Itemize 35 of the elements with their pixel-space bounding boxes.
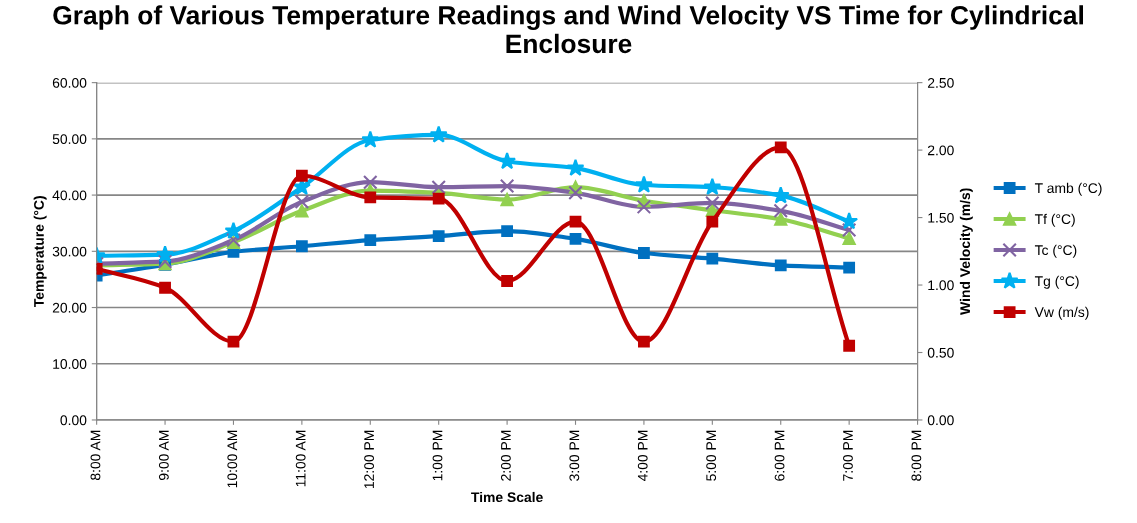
y2-tick-label: 0.00	[927, 415, 954, 426]
y-tick-label: 20.00	[52, 302, 87, 313]
legend-label: Tc (°C)	[1034, 244, 1077, 258]
y2-tick-label: 2.00	[927, 145, 954, 156]
legend-label: T amb (°C)	[1034, 182, 1102, 196]
y-axis-title: Temperature (°C)	[33, 196, 47, 308]
y2-tick-label: 1.00	[928, 280, 954, 291]
y2-axis-title: Wind Velocity (m/s)	[959, 188, 973, 315]
x-tick-label: 9:00 AM	[158, 430, 169, 480]
x-tick-label: 11:00 AM	[295, 430, 306, 487]
x-tick-label: 5:00 PM	[706, 430, 717, 481]
x-tick-label: 10:00 AM	[227, 430, 238, 488]
y2-tick-label: 1.50	[928, 212, 954, 223]
x-tick-label: 3:00 PM	[569, 430, 580, 481]
x-tick-label: 7:00 PM	[843, 430, 853, 481]
chart-title: Graph of Various Temperature Readings and Wind Velocity VS Time for Cylindrical Enclosure	[53, 5, 1083, 54]
legend-label: Vw (m/s)	[1034, 306, 1089, 320]
y2-tick-label: 0.50	[927, 347, 954, 358]
y-tick-label: 50.00	[52, 134, 87, 145]
y-tick-label: 10.00	[53, 359, 87, 369]
x-tick-label: 8:00 AM	[90, 430, 101, 481]
y-tick-label: 60.00	[52, 77, 87, 88]
y-tick-label: 0.00	[60, 415, 87, 426]
x-tick-label: 12:00 PM	[364, 430, 375, 489]
x-tick-label: 1:00 PM	[432, 430, 443, 481]
legend-label: Tf (°C)	[1034, 213, 1075, 227]
legend-label: Tg (°C)	[1034, 275, 1079, 289]
x-tick-label: 2:00 PM	[501, 430, 511, 481]
x-tick-label: 8:00 PM	[911, 430, 922, 481]
x-axis-title: Time Scale	[471, 491, 543, 503]
y2-tick-label: 2.50	[927, 77, 954, 88]
y-tick-label: 40.00	[52, 190, 87, 201]
x-tick-label: 6:00 PM	[774, 430, 785, 481]
y-tick-label: 30.00	[52, 246, 87, 257]
x-tick-label: 4:00 PM	[637, 430, 648, 482]
